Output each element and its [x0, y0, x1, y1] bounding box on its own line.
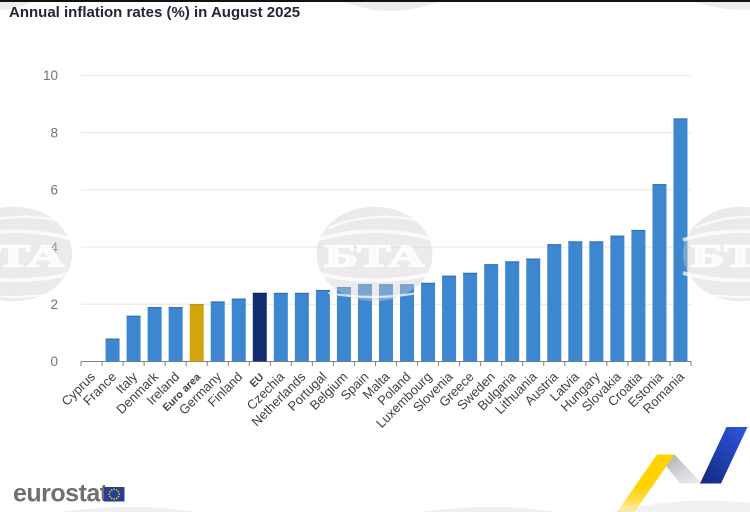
svg-text:8: 8: [50, 125, 58, 140]
svg-text:6: 6: [50, 183, 58, 198]
svg-text:10: 10: [43, 68, 58, 83]
svg-text:eurostat: eurostat: [13, 480, 109, 508]
svg-text:2: 2: [50, 297, 58, 312]
svg-text:0: 0: [50, 354, 58, 369]
